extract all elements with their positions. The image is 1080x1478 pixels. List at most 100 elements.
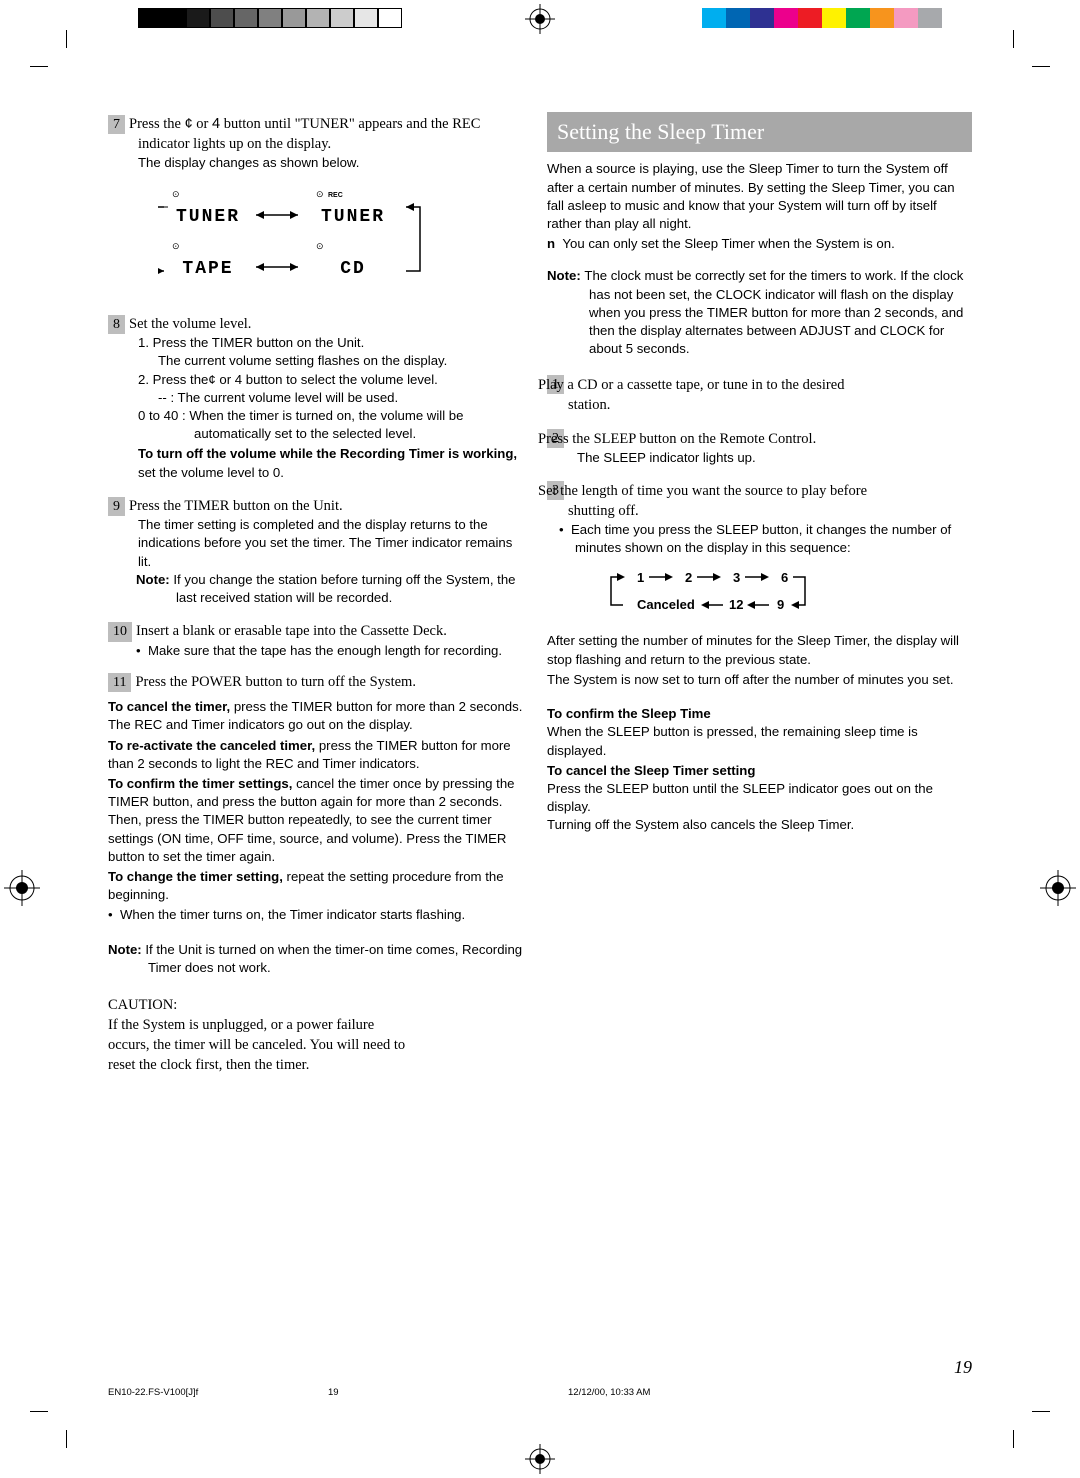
timer-flashing-bullet: • When the timer turns on, the Timer ind… xyxy=(108,906,527,924)
step-title: Insert a blank or erasable tape into the… xyxy=(136,623,447,639)
text: 2. Press the xyxy=(138,372,208,387)
bullet-icon: n xyxy=(547,236,555,251)
registration-mark-top xyxy=(525,4,555,34)
bold-text: To turn off the volume while the Recordi… xyxy=(138,446,517,461)
cancel-sleep-text2: Turning off the System also cancels the … xyxy=(547,816,972,834)
crop-mark xyxy=(1014,1412,1032,1430)
bullet-text: Make sure that the tape has the enough l… xyxy=(148,643,502,658)
up-icon: ¢ xyxy=(185,116,193,132)
color-bar xyxy=(702,8,942,30)
step-7: 7Press the ¢ or 4 button until "TUNER" a… xyxy=(108,114,527,154)
page-content: 7Press the ¢ or 4 button until "TUNER" a… xyxy=(72,72,1008,1406)
step-title: Set the length of time you want the sour… xyxy=(568,481,868,521)
bold-text: To confirm the timer settings, xyxy=(108,776,292,791)
rec-badge: REC xyxy=(328,192,343,199)
note-text: If the Unit is turned on when the timer-… xyxy=(145,942,522,975)
crop-mark xyxy=(48,48,66,66)
svg-text:12: 12 xyxy=(729,597,743,612)
footer-metadata: EN10-22.FS-V100[J]f 19 12/12/00, 10:33 A… xyxy=(108,1387,972,1398)
timer-icon: ⊙ xyxy=(172,241,180,251)
caution-text: If the System is unplugged, or a power f… xyxy=(108,1015,418,1075)
step-number: 10 xyxy=(108,622,132,641)
step-3-right: 3Set the length of time you want the sou… xyxy=(547,481,972,521)
step-3-bullet: • Each time you press the SLEEP button, … xyxy=(547,521,972,557)
registration-mark-bottom xyxy=(525,1444,555,1474)
step-title: Press the POWER button to turn off the S… xyxy=(135,674,415,690)
text: set the volume level to 0. xyxy=(138,465,284,480)
note-text: The clock must be correctly set for the … xyxy=(584,268,963,356)
note-label: Note: xyxy=(547,268,581,283)
step-title: Play a CD or a cassette tape, or tune in… xyxy=(568,375,868,415)
step-9: 9Press the TIMER button on the Unit. xyxy=(108,496,527,516)
lcd-tuner: TUNER xyxy=(321,207,385,227)
step-8-line3: -- : The current volume level will be us… xyxy=(108,389,527,407)
crop-mark xyxy=(48,1412,66,1430)
bold-text: To cancel the timer, xyxy=(108,699,230,714)
step-10: 10Insert a blank or erasable tape into t… xyxy=(108,621,527,641)
confirm-sleep-text: When the SLEEP button is pressed, the re… xyxy=(547,723,972,759)
confirm-sleep-heading: To confirm the Sleep Time xyxy=(547,705,972,723)
bold-text: To change the timer setting, xyxy=(108,869,283,884)
caution-label: CAUTION: xyxy=(108,995,527,1015)
note-text: If you change the station before turning… xyxy=(173,572,515,605)
crop-mark xyxy=(1014,48,1032,66)
left-column: 7Press the ¢ or 4 button until "TUNER" a… xyxy=(108,112,535,1376)
section-title: Setting the Sleep Timer xyxy=(547,112,972,152)
step-8: 8Set the volume level. xyxy=(108,314,527,334)
step-title: Set the volume level. xyxy=(129,316,251,332)
step-text: or xyxy=(196,116,212,132)
step-subtext: The display changes as shown below. xyxy=(108,154,527,172)
step-10-bullet: • Make sure that the tape has the enough… xyxy=(108,642,527,660)
step-2-sub: The SLEEP indicator lights up. xyxy=(547,449,972,467)
step-8-line1a: 1. Press the TIMER button on the Unit. xyxy=(108,334,527,352)
cancel-sleep-text: Press the SLEEP button until the SLEEP i… xyxy=(547,780,972,816)
tuner-state-diagram: ⊙ ⊙ REC TUNER TUNER ⊙ ⊙ TAPE CD xyxy=(108,173,527,312)
svg-text:Canceled: Canceled xyxy=(637,597,695,612)
after-set-text1: After setting the number of minutes for … xyxy=(547,632,972,668)
bold-text: To re-activate the canceled timer, xyxy=(108,738,315,753)
svg-text:3: 3 xyxy=(733,570,740,585)
step-number: 8 xyxy=(108,315,125,334)
cancel-sleep-heading: To cancel the Sleep Timer setting xyxy=(547,762,972,780)
note-2: Note: If the Unit is turned on when the … xyxy=(108,941,527,977)
footer-filename: EN10-22.FS-V100[J]f xyxy=(108,1387,328,1398)
note-label: Note: xyxy=(136,572,170,587)
bullet-icon: • xyxy=(559,522,564,537)
step-9-text: The timer setting is completed and the d… xyxy=(108,516,527,571)
step-8-line4: 0 to 40 : When the timer is turned on, t… xyxy=(108,407,527,443)
lcd-tuner: TUNER xyxy=(176,207,240,227)
change-timer-para: To change the timer setting, repeat the … xyxy=(108,868,527,904)
step-8-line1b: The current volume setting flashes on th… xyxy=(108,352,527,370)
step-9-note: Note: If you change the station before t… xyxy=(108,571,527,607)
sleep-sequence-diagram: 1 2 3 6 Canceled 12 9 xyxy=(547,557,972,630)
registration-mark-left xyxy=(4,870,40,906)
intro-text: When a source is playing, use the Sleep … xyxy=(547,160,972,233)
step-number: 9 xyxy=(108,497,125,516)
step-number: 11 xyxy=(108,673,131,692)
lcd-cd: CD xyxy=(340,259,366,279)
bullet-text: You can only set the Sleep Timer when th… xyxy=(562,236,894,251)
timer-icon: ⊙ xyxy=(316,241,324,251)
confirm-timer-para: To confirm the timer settings, cancel th… xyxy=(108,775,527,866)
bullet-icon: • xyxy=(136,643,141,658)
bullet-text: When the timer turns on, the Timer indic… xyxy=(120,907,465,922)
lcd-tape: TAPE xyxy=(182,259,233,279)
text: or xyxy=(216,372,235,387)
timer-icon: ⊙ xyxy=(316,189,324,199)
cancel-timer-para: To cancel the timer, press the TIMER but… xyxy=(108,698,527,734)
step-1-right: 1Play a CD or a cassette tape, or tune i… xyxy=(547,375,972,415)
after-set-text2: The System is now set to turn off after … xyxy=(547,671,972,689)
up-icon: ¢ xyxy=(208,372,215,387)
clock-note: Note: The clock must be correctly set fo… xyxy=(547,267,972,358)
step-title: Press the SLEEP button on the Remote Con… xyxy=(568,429,816,449)
right-column: Setting the Sleep Timer When a source is… xyxy=(545,112,972,1376)
step-8-line2: 2. Press the¢ or 4 button to select the … xyxy=(108,371,527,389)
bullet-text: Each time you press the SLEEP button, it… xyxy=(571,522,951,555)
svg-text:9: 9 xyxy=(777,597,784,612)
note-label: Note: xyxy=(108,942,142,957)
step-2-right: 2Press the SLEEP button on the Remote Co… xyxy=(547,429,972,449)
step-11: 11Press the POWER button to turn off the… xyxy=(108,672,527,692)
page-number: 19 xyxy=(954,1357,972,1378)
timer-icon: ⊙ xyxy=(172,189,180,199)
grayscale-bar xyxy=(138,8,402,30)
